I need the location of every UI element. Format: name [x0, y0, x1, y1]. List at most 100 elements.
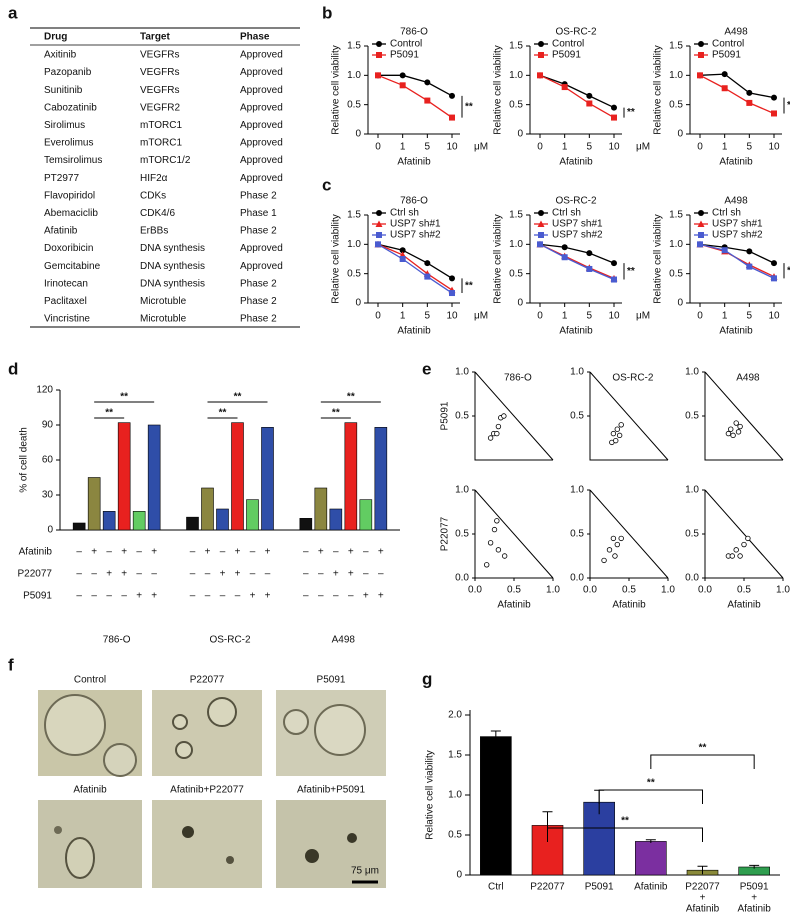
table-cell: VEGFR2 [140, 102, 180, 113]
x-unit: μM [474, 142, 488, 153]
y-tick-label: 1.0 [669, 239, 683, 250]
organoid [347, 833, 357, 843]
chart-title: OS-RC-2 [612, 373, 654, 384]
table-cell: Phase 1 [240, 208, 277, 219]
legend-label: Control [712, 39, 744, 50]
table-cell: Abemaciclib [44, 208, 98, 219]
point [735, 429, 742, 435]
condition-sign: – [250, 569, 256, 580]
table-cell: VEGFRs [140, 50, 179, 61]
y-tick-label: 90 [42, 420, 54, 431]
y-tick-label: 0.0 [455, 573, 469, 584]
legend-label: Ctrl sh [390, 208, 419, 219]
condition-sign: – [265, 569, 271, 580]
chart-title: A498 [736, 373, 760, 384]
table-cell: Phase 2 [240, 314, 277, 325]
panel-label: f [8, 655, 14, 674]
condition-sign: – [318, 569, 324, 580]
x-tick-label: 0 [537, 142, 543, 153]
x-tick-label: 10 [446, 142, 458, 153]
point [537, 220, 545, 227]
point [733, 547, 739, 553]
condition-sign: + [220, 569, 226, 580]
table-cell: Approved [240, 155, 283, 166]
y-tick-label: 0 [677, 298, 683, 309]
x-tick-label: 1 [722, 142, 728, 153]
condition-sign: – [190, 547, 196, 558]
y-axis-label: Relative cell viability [493, 214, 504, 303]
series-line [378, 74, 453, 97]
table-cell: CDK4/6 [140, 208, 175, 219]
legend-label: Ctrl sh [712, 208, 741, 219]
y-tick-label: 0 [355, 129, 361, 140]
table-header: Drug [44, 32, 67, 43]
point [561, 84, 568, 91]
y-tick-label: 0.5 [685, 411, 699, 422]
x-tick-label: + [751, 893, 757, 904]
point [697, 241, 703, 248]
point [376, 41, 382, 47]
chart-title: OS-RC-2 [555, 196, 597, 207]
table-cell: Approved [240, 102, 283, 113]
y-tick-label: 0.0 [685, 573, 699, 584]
point [484, 562, 490, 568]
point [611, 114, 617, 121]
organoid [54, 826, 62, 834]
y-tick-label: 1.0 [509, 239, 523, 250]
y-tick-label: 0.5 [347, 268, 361, 279]
y-tick-label: 1.0 [570, 367, 584, 378]
condition-sign: – [220, 547, 226, 558]
significance-label: ** [465, 101, 473, 112]
x-axis-label: Afatinib [719, 326, 753, 337]
bar [261, 427, 274, 531]
table-cell: Axitinib [44, 50, 77, 61]
point [614, 541, 620, 548]
significance-label: ** [787, 265, 790, 276]
table-cell: Phase 2 [240, 278, 277, 289]
point [771, 94, 777, 101]
legend-label: USP7 sh#2 [390, 230, 441, 241]
x-tick-label: 0 [537, 311, 543, 322]
table-cell: Approved [240, 67, 283, 78]
point [399, 72, 406, 79]
point [538, 41, 544, 47]
condition-sign: + [378, 591, 384, 602]
point [610, 430, 617, 437]
organoid [283, 709, 309, 735]
error-bar [749, 864, 760, 869]
x-axis-label: Afatinib [719, 157, 753, 168]
table-cell: mTORC1 [140, 120, 182, 131]
diagonal [589, 489, 669, 579]
condition-sign: – [378, 569, 384, 580]
y-tick-label: 30 [42, 490, 54, 501]
condition-sign: + [121, 547, 127, 558]
y-tick-label: 1.0 [347, 239, 361, 250]
point [618, 422, 624, 428]
point [376, 232, 382, 238]
y-tick-label: 0.5 [509, 268, 523, 279]
condition-label: P22077 [18, 569, 53, 580]
table-cell: Phase 2 [240, 296, 277, 307]
x-axis-label: Afatinib [727, 600, 761, 611]
table-header: Phase [240, 32, 270, 43]
table-cell: ErBBs [140, 226, 168, 237]
point [399, 82, 406, 89]
condition-sign: – [363, 569, 369, 580]
condition-sign: + [136, 591, 142, 602]
point [538, 52, 544, 58]
significance-label: ** [621, 816, 629, 827]
y-tick-label: 0.5 [347, 99, 361, 110]
point [495, 423, 502, 430]
chart-title: 786-O [504, 373, 532, 384]
y-tick-label: 0 [456, 870, 462, 881]
y-tick-label: 1.5 [669, 41, 683, 52]
image-label: Afatinib [73, 785, 107, 796]
bar [583, 801, 615, 876]
x-tick-label: 0 [375, 311, 381, 322]
legend-label: Ctrl sh [552, 208, 581, 219]
image-label: P5091 [317, 675, 346, 686]
point [424, 260, 431, 267]
point [561, 254, 568, 261]
table-cell: DNA synthesis [140, 278, 205, 289]
condition-sign: + [91, 547, 97, 558]
